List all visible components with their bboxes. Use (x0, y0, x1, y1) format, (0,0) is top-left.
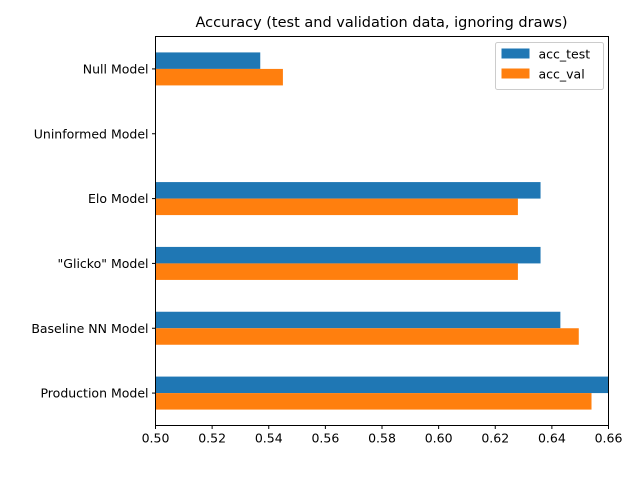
x-tick-label: 0.50 (142, 431, 170, 446)
bar-acc_val-3 (155, 263, 518, 280)
legend-label-acc_test: acc_test (539, 47, 591, 62)
bar-acc_test-4 (155, 311, 561, 329)
x-tick-label: 0.64 (538, 431, 566, 446)
y-tick-label: Production Model (40, 386, 148, 401)
y-tick-label: Elo Model (88, 191, 149, 206)
x-tick-label: 0.54 (255, 431, 283, 446)
legend: acc_test acc_val (495, 42, 604, 90)
y-tick-label: Null Model (83, 61, 149, 76)
x-axis-ticks: 0.50 0.52 0.54 0.56 0.58 0.60 0.62 0.64 0.66 (142, 425, 623, 446)
bar-acc_test-2 (155, 182, 541, 199)
x-tick-label: 0.62 (481, 431, 509, 446)
chart-title: Accuracy (test and validation data, igno… (195, 15, 567, 31)
bar-acc_val-2 (155, 198, 518, 216)
x-tick-label: 0.66 (595, 431, 623, 446)
bar-acc_val-5 (155, 393, 592, 410)
bar-acc_val-0 (155, 68, 283, 86)
legend-label-acc_val: acc_val (539, 67, 585, 82)
x-tick-label: 0.58 (368, 431, 396, 446)
y-axis-ticks: Null Model Uninformed Model Elo Model "Glic… (31, 61, 156, 401)
bar-acc_val-4 (155, 328, 579, 345)
y-tick-label: Baseline NN Model (31, 321, 148, 336)
bars-group (155, 52, 609, 410)
x-tick-label: 0.52 (198, 431, 226, 446)
bar-acc_test-0 (155, 52, 261, 69)
bar-acc_test-3 (155, 246, 541, 264)
legend-swatch-acc_val (501, 68, 530, 79)
y-tick-label: "Glicko" Model (58, 256, 149, 271)
x-tick-label: 0.60 (425, 431, 453, 446)
legend-swatch-acc_test (501, 48, 530, 59)
bar-acc_test-5 (155, 376, 609, 394)
x-tick-label: 0.56 (311, 431, 339, 446)
plot-frame (155, 36, 609, 426)
y-tick-label: Uninformed Model (34, 126, 149, 141)
